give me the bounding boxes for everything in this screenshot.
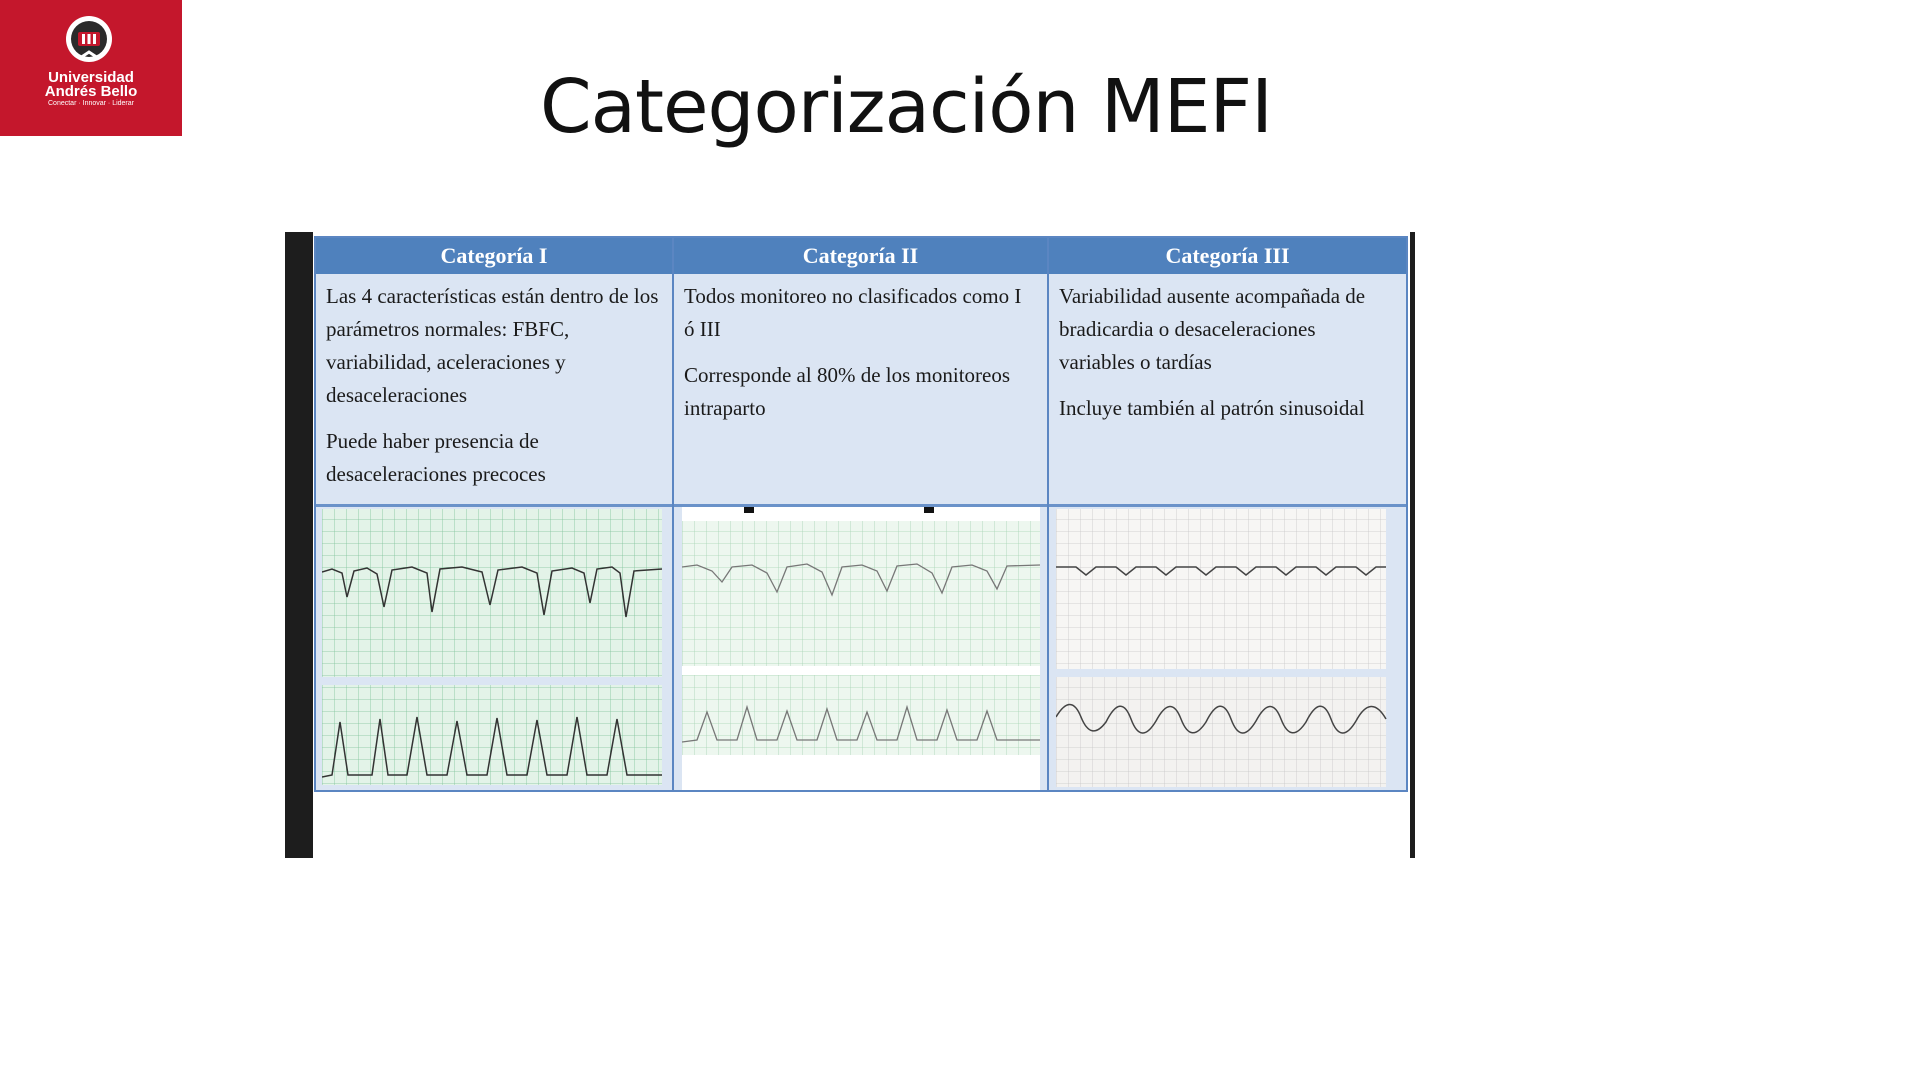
cell-categoria-3: Variabilidad ausente acompañada de bradi… [1049,274,1406,504]
header-categoria-3: Categoría III [1049,238,1406,274]
cat1-paragraph-1: Las 4 características están dentro de lo… [326,284,659,407]
embedded-table-image: Categoría I Categoría II Categoría III L… [285,232,1415,858]
logo-tagline: Conectar · Innovar · Liderar [48,100,134,107]
header-categoria-1: Categoría I [316,238,672,274]
university-logo: Universidad Andrés Bello Conectar · Inno… [0,0,182,136]
university-emblem-icon [66,16,112,62]
column-divider-1 [672,238,674,790]
frame-left-border [285,232,313,858]
cell-categoria-2: Todos monitoreo no clasificados como I ó… [674,274,1047,504]
cat3-paragraph-1: Variabilidad ausente acompañada de bradi… [1059,284,1366,374]
cat2-paragraph-2: Corresponde al 80% de los monitoreos int… [684,363,1011,420]
cat2-paragraph-1: Todos monitoreo no clasificados como I ó… [684,284,1022,341]
slide-title: Categorización MEFI [540,64,1273,150]
logo-line2: Andrés Bello [44,83,138,100]
ctg-tracing-categoria-2 [681,507,1041,790]
header-categoria-2: Categoría II [674,238,1047,274]
cat3-paragraph-2: Incluye también al patrón sinusoidal [1059,396,1365,420]
column-divider-2 [1047,238,1049,790]
frame-right-border [1410,232,1415,858]
ctg-tracing-categoria-3 [1055,507,1400,790]
logo-line1: Universidad [48,69,134,86]
ctg-tracing-categoria-1 [321,507,666,790]
category-table: Categoría I Categoría II Categoría III L… [314,236,1408,792]
table-row-divider [316,504,1406,507]
cat1-paragraph-2: Puede haber presencia de desaceleracione… [326,429,546,486]
cell-categoria-1: Las 4 características están dentro de lo… [316,274,672,504]
